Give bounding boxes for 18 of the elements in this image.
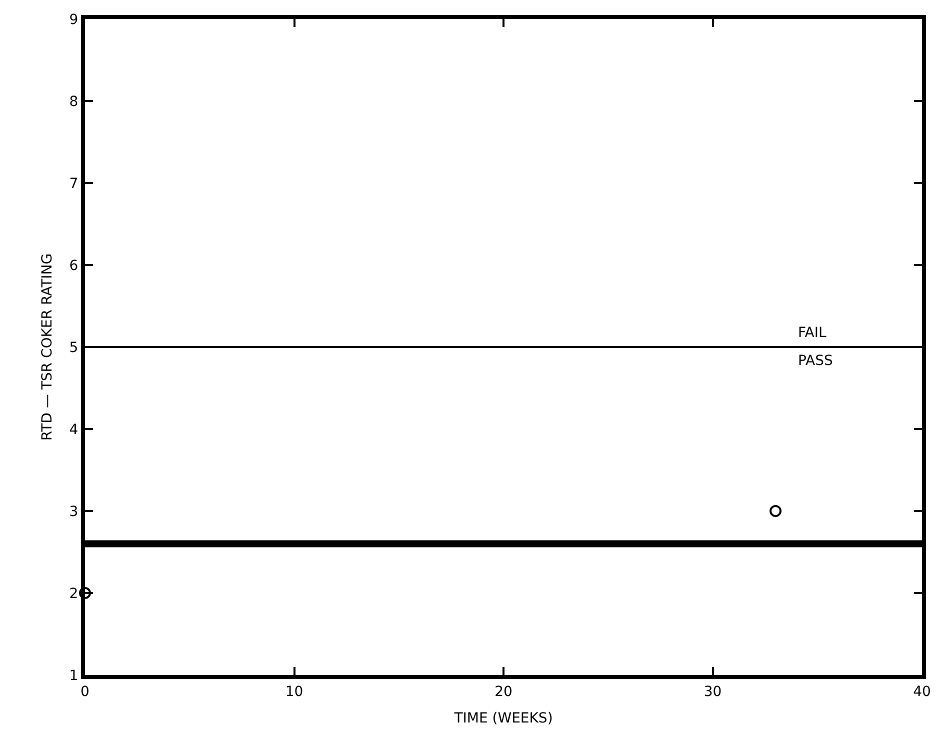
y-tick-label: 9 xyxy=(69,12,78,28)
x-tick-label: 10 xyxy=(285,684,304,700)
y-tick-label: 3 xyxy=(69,504,78,520)
x-tick-label: 40 xyxy=(913,684,931,700)
x-axis-title: TIME (WEEKS) xyxy=(453,710,553,727)
y-axis-title: RTD — TSR COKER RATING xyxy=(39,253,56,441)
y-tick-label: 5 xyxy=(69,340,78,356)
y-tick-label: 6 xyxy=(69,258,78,274)
y-tick-label: 7 xyxy=(69,176,78,192)
x-tick-label: 0 xyxy=(80,684,90,700)
x-tick-label: 20 xyxy=(494,684,512,700)
y-tick-label: 1 xyxy=(69,668,78,684)
annotation: PASS xyxy=(798,353,834,369)
y-tick-label: 2 xyxy=(69,586,78,602)
y-tick-label: 4 xyxy=(69,422,78,438)
y-tick-label: 8 xyxy=(69,94,78,110)
annotation: FAIL xyxy=(798,325,826,341)
x-tick-label: 30 xyxy=(704,684,722,700)
